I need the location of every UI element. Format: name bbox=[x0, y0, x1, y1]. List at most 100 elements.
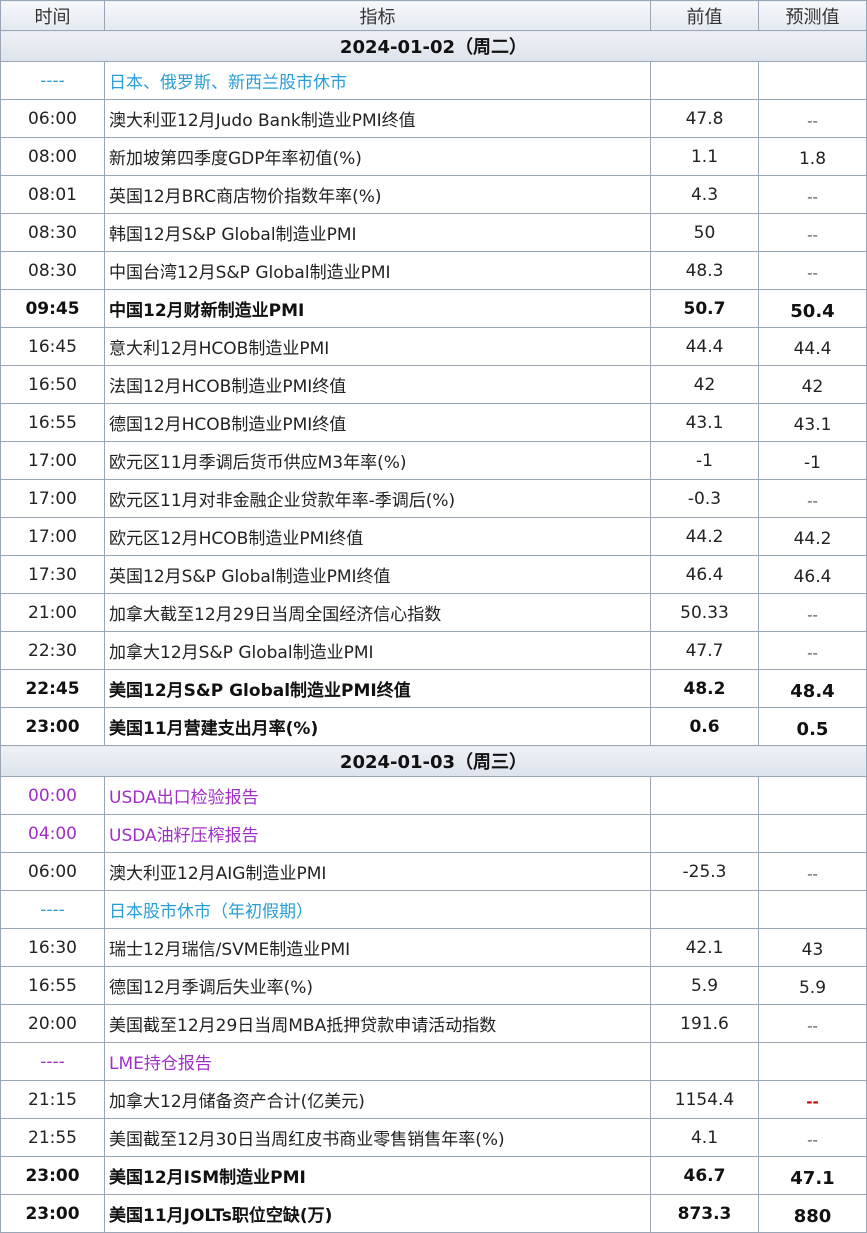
event-time: 17:00 bbox=[0, 517, 105, 556]
table-row: ---- 日本股市休市（年初假期） bbox=[0, 890, 867, 929]
table-row: 04:00 USDA油籽压榨报告 bbox=[0, 814, 867, 853]
table-row: 20:00 美国截至12月29日当周MBA抵押贷款申请活动指数 191.6 -- bbox=[0, 1004, 867, 1043]
previous-value bbox=[650, 890, 759, 929]
previous-value: 191.6 bbox=[650, 1004, 759, 1043]
previous-value: 42 bbox=[650, 365, 759, 404]
previous-value: -1 bbox=[650, 441, 759, 480]
event-indicator: 加拿大12月S&P Global制造业PMI bbox=[104, 631, 651, 670]
table-row: 08:30 中国台湾12月S&P Global制造业PMI 48.3 -- bbox=[0, 251, 867, 290]
event-indicator: 日本、俄罗斯、新西兰股市休市 bbox=[104, 61, 651, 100]
previous-value: 46.4 bbox=[650, 555, 759, 594]
forecast-value: 50.4 bbox=[758, 289, 867, 328]
table-row: 16:45 意大利12月HCOB制造业PMI 44.4 44.4 bbox=[0, 327, 867, 366]
previous-value: 5.9 bbox=[650, 966, 759, 1005]
event-time: 21:15 bbox=[0, 1080, 105, 1119]
event-time: 21:00 bbox=[0, 593, 105, 632]
table-row: 16:55 德国12月季调后失业率(%) 5.9 5.9 bbox=[0, 966, 867, 1005]
header-forecast: 预测值 bbox=[758, 0, 867, 31]
event-time: 17:00 bbox=[0, 479, 105, 518]
table-row: 22:30 加拿大12月S&P Global制造业PMI 47.7 -- bbox=[0, 631, 867, 670]
event-indicator: LME持仓报告 bbox=[104, 1042, 651, 1081]
event-time: 17:30 bbox=[0, 555, 105, 594]
table-row: ---- 日本、俄罗斯、新西兰股市休市 bbox=[0, 61, 867, 100]
table-row: 09:45 中国12月财新制造业PMI 50.7 50.4 bbox=[0, 289, 867, 328]
previous-value: 0.6 bbox=[650, 707, 759, 746]
table-row: 08:01 英国12月BRC商店物价指数年率(%) 4.3 -- bbox=[0, 175, 867, 214]
forecast-value: 1.8 bbox=[758, 137, 867, 176]
forecast-value: 43 bbox=[758, 928, 867, 967]
table-row: 16:30 瑞士12月瑞信/SVME制造业PMI 42.1 43 bbox=[0, 928, 867, 967]
previous-value: 50 bbox=[650, 213, 759, 252]
table-row: 23:00 美国12月ISM制造业PMI 46.7 47.1 bbox=[0, 1156, 867, 1195]
previous-value: 46.7 bbox=[650, 1156, 759, 1195]
forecast-value: 46.4 bbox=[758, 555, 867, 594]
event-indicator: 美国12月ISM制造业PMI bbox=[104, 1156, 651, 1195]
forecast-value: -- bbox=[758, 593, 867, 632]
previous-value: 4.1 bbox=[650, 1118, 759, 1157]
date-header-row: 2024-01-03（周三） bbox=[0, 745, 867, 777]
previous-value: 48.2 bbox=[650, 669, 759, 708]
table-row: 16:50 法国12月HCOB制造业PMI终值 42 42 bbox=[0, 365, 867, 404]
forecast-value bbox=[758, 814, 867, 853]
table-row: 21:55 美国截至12月30日当周红皮书商业零售销售年率(%) 4.1 -- bbox=[0, 1118, 867, 1157]
previous-value: 4.3 bbox=[650, 175, 759, 214]
table-row: 23:00 美国11月JOLTs职位空缺(万) 873.3 880 bbox=[0, 1194, 867, 1233]
previous-value: 1.1 bbox=[650, 137, 759, 176]
event-indicator: 英国12月S&P Global制造业PMI终值 bbox=[104, 555, 651, 594]
event-time: 16:30 bbox=[0, 928, 105, 967]
event-time: 08:00 bbox=[0, 137, 105, 176]
previous-value: 44.4 bbox=[650, 327, 759, 366]
previous-value: 42.1 bbox=[650, 928, 759, 967]
table-row: 17:00 欧元区11月对非金融企业贷款年率-季调后(%) -0.3 -- bbox=[0, 479, 867, 518]
event-indicator: 意大利12月HCOB制造业PMI bbox=[104, 327, 651, 366]
forecast-value bbox=[758, 61, 867, 100]
table-row: 08:00 新加坡第四季度GDP年率初值(%) 1.1 1.8 bbox=[0, 137, 867, 176]
event-time: 16:50 bbox=[0, 365, 105, 404]
event-time: 21:55 bbox=[0, 1118, 105, 1157]
event-indicator: USDA油籽压榨报告 bbox=[104, 814, 651, 853]
forecast-value: 42 bbox=[758, 365, 867, 404]
forecast-value bbox=[758, 1042, 867, 1081]
event-time: 16:55 bbox=[0, 966, 105, 1005]
event-indicator: 欧元区12月HCOB制造业PMI终值 bbox=[104, 517, 651, 556]
event-indicator: 美国12月S&P Global制造业PMI终值 bbox=[104, 669, 651, 708]
table-row: ---- LME持仓报告 bbox=[0, 1042, 867, 1081]
previous-value: 43.1 bbox=[650, 403, 759, 442]
previous-value: 48.3 bbox=[650, 251, 759, 290]
event-time: 17:00 bbox=[0, 441, 105, 480]
previous-value: -0.3 bbox=[650, 479, 759, 518]
forecast-value: -- bbox=[758, 99, 867, 138]
forecast-value: -- bbox=[758, 1080, 867, 1119]
forecast-value: 47.1 bbox=[758, 1156, 867, 1195]
previous-value: -25.3 bbox=[650, 852, 759, 891]
header-time: 时间 bbox=[0, 0, 105, 31]
event-time: 22:30 bbox=[0, 631, 105, 670]
forecast-value: 44.4 bbox=[758, 327, 867, 366]
table-row: 17:00 欧元区11月季调后货币供应M3年率(%) -1 -1 bbox=[0, 441, 867, 480]
previous-value: 47.7 bbox=[650, 631, 759, 670]
event-indicator: 法国12月HCOB制造业PMI终值 bbox=[104, 365, 651, 404]
event-time: 16:55 bbox=[0, 403, 105, 442]
event-time: 08:30 bbox=[0, 213, 105, 252]
event-indicator: 澳大利亚12月AIG制造业PMI bbox=[104, 852, 651, 891]
forecast-value: -- bbox=[758, 213, 867, 252]
event-time: 00:00 bbox=[0, 776, 105, 815]
table-row: 08:30 韩国12月S&P Global制造业PMI 50 -- bbox=[0, 213, 867, 252]
event-time: 08:01 bbox=[0, 175, 105, 214]
event-time: 04:00 bbox=[0, 814, 105, 853]
previous-value: 1154.4 bbox=[650, 1080, 759, 1119]
event-time: 20:00 bbox=[0, 1004, 105, 1043]
previous-value bbox=[650, 1042, 759, 1081]
forecast-value: 5.9 bbox=[758, 966, 867, 1005]
forecast-value: -- bbox=[758, 1004, 867, 1043]
table-row: 06:00 澳大利亚12月Judo Bank制造业PMI终值 47.8 -- bbox=[0, 99, 867, 138]
header-indicator: 指标 bbox=[104, 0, 651, 31]
event-indicator: 中国12月财新制造业PMI bbox=[104, 289, 651, 328]
previous-value: 44.2 bbox=[650, 517, 759, 556]
event-indicator: USDA出口检验报告 bbox=[104, 776, 651, 815]
event-indicator: 欧元区11月季调后货币供应M3年率(%) bbox=[104, 441, 651, 480]
forecast-value: -- bbox=[758, 479, 867, 518]
event-indicator: 中国台湾12月S&P Global制造业PMI bbox=[104, 251, 651, 290]
table-row: 23:00 美国11月营建支出月率(%) 0.6 0.5 bbox=[0, 707, 867, 746]
